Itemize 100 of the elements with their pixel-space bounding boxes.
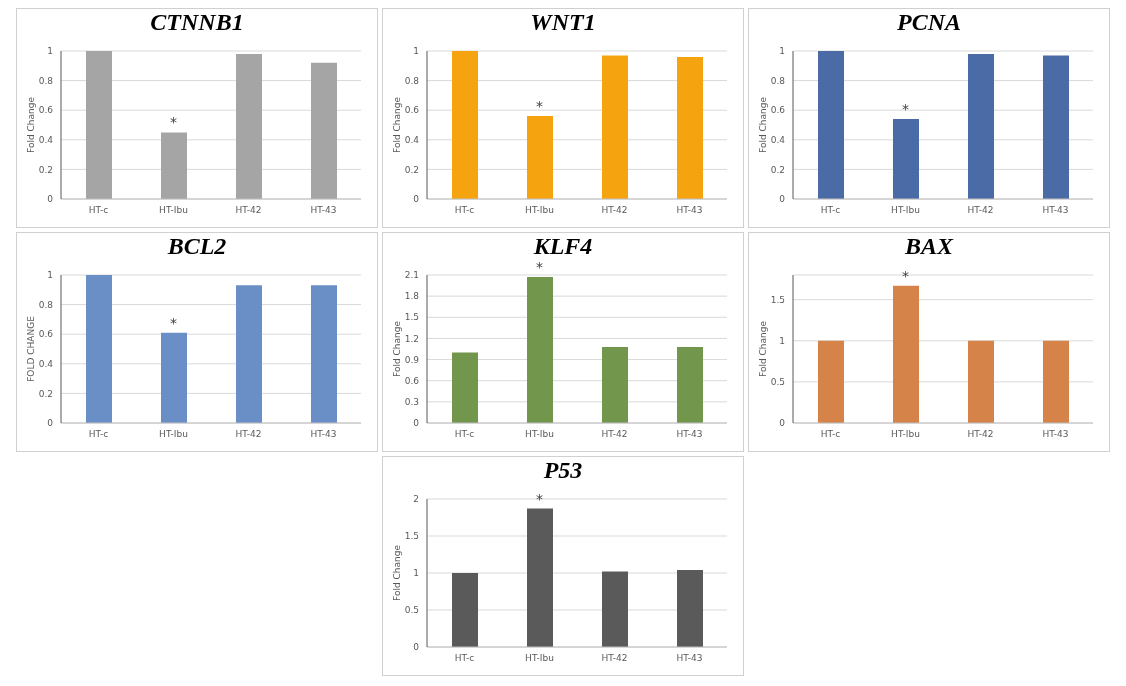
y-tick-label: 0.2	[38, 388, 53, 399]
bar	[86, 275, 112, 423]
y-tick-label: 0.9	[404, 354, 420, 365]
y-tick-label: 0	[413, 642, 420, 653]
y-tick-label: 0.4	[38, 358, 54, 369]
y-tick-label: 0.4	[38, 134, 54, 145]
x-tick-label: HT-43	[676, 429, 703, 440]
bar	[677, 346, 703, 423]
x-tick-label: HT-Ibu	[525, 429, 554, 440]
annotation: *	[170, 114, 177, 131]
y-tick-label: 0.6	[404, 375, 420, 386]
y-tick-label: 1.5	[404, 312, 419, 323]
bar	[452, 352, 478, 423]
y-tick-label: 0.2	[770, 164, 785, 175]
y-tick-label: 0.8	[404, 75, 420, 86]
x-tick-label: HT-Ibu	[525, 205, 554, 216]
y-tick-label: 1	[779, 335, 785, 346]
annotation: *	[902, 267, 909, 284]
y-tick-label: 0	[47, 194, 54, 205]
y-tick-label: 0.4	[404, 134, 420, 145]
y-tick-label: 0.8	[770, 75, 786, 86]
x-tick-label: HT-42	[967, 205, 994, 216]
x-tick-label: HT-42	[601, 429, 628, 440]
x-tick-label: HT-c	[454, 205, 475, 216]
y-axis-title: Fold Change	[758, 96, 769, 153]
annotation: *	[170, 314, 177, 331]
y-tick-label: 1	[47, 46, 53, 57]
x-tick-label: HT-43	[310, 205, 337, 216]
annotation: *	[902, 101, 909, 118]
y-tick-label: 2	[413, 494, 419, 505]
y-tick-label: 0.4	[770, 134, 786, 145]
y-tick-label: 0.5	[770, 377, 785, 388]
bar	[602, 571, 628, 647]
bar	[893, 119, 919, 199]
y-axis-title: Fold Change	[392, 320, 403, 377]
y-tick-label: 1	[779, 46, 785, 57]
y-tick-label: 1.2	[404, 333, 419, 344]
y-axis-title: Fold Change	[26, 96, 37, 153]
y-tick-label: 0.6	[404, 105, 420, 116]
y-tick-label: 0	[413, 418, 420, 429]
y-tick-label: 0.2	[404, 164, 419, 175]
bar	[677, 56, 703, 199]
y-tick-label: 0.6	[38, 105, 54, 116]
x-tick-label: HT-Ibu	[891, 429, 920, 440]
bar	[161, 132, 187, 199]
y-tick-label: 0.3	[404, 397, 419, 408]
y-tick-label: 1	[413, 568, 419, 579]
y-tick-label: 1	[47, 270, 53, 281]
y-tick-label: 1.5	[770, 294, 785, 305]
chart-title: WNT1	[529, 9, 597, 35]
bar	[452, 51, 478, 199]
y-tick-label: 0.6	[770, 105, 786, 116]
x-tick-label: HT-c	[820, 429, 841, 440]
y-tick-label: 0	[413, 194, 420, 205]
bar	[602, 55, 628, 199]
x-tick-label: HT-c	[88, 205, 109, 216]
x-tick-label: HT-42	[601, 205, 628, 216]
y-tick-label: 1	[413, 46, 419, 57]
x-tick-label: HT-c	[88, 429, 109, 440]
y-tick-label: 0.8	[38, 75, 54, 86]
y-tick-label: 0	[779, 194, 786, 205]
y-axis-title: FOLD CHANGE	[26, 315, 37, 382]
chart-title: CTNNB1	[149, 9, 245, 35]
x-tick-label: HT-43	[1042, 429, 1069, 440]
bar	[602, 346, 628, 423]
y-tick-label: 0.5	[404, 605, 419, 616]
bar	[527, 277, 553, 423]
chart-title: BCL2	[166, 233, 228, 259]
annotation: *	[536, 259, 543, 276]
bar	[527, 116, 553, 199]
chart-title: BAX	[904, 233, 955, 259]
x-tick-label: HT-42	[601, 653, 628, 664]
x-tick-label: HT-Ibu	[525, 653, 554, 664]
y-tick-label: 0.8	[38, 299, 54, 310]
x-tick-label: HT-43	[310, 429, 337, 440]
x-tick-label: HT-43	[1042, 205, 1069, 216]
y-tick-label: 0.6	[38, 329, 54, 340]
chart-title: PCNA	[896, 9, 962, 35]
x-tick-label: HT-Ibu	[159, 205, 188, 216]
x-tick-label: HT-Ibu	[159, 429, 188, 440]
y-tick-label: 2.1	[404, 270, 419, 281]
bar	[527, 508, 553, 647]
y-axis-title: Fold Change	[758, 320, 769, 377]
bar	[818, 51, 844, 199]
x-tick-label: HT-43	[676, 205, 703, 216]
y-axis-title: Fold Change	[392, 96, 403, 153]
y-axis-title: Fold Change	[392, 544, 403, 601]
bar	[236, 53, 262, 199]
bar	[86, 51, 112, 199]
bar	[236, 285, 262, 423]
annotation: *	[536, 490, 543, 507]
bar	[161, 332, 187, 423]
bar	[677, 570, 703, 647]
chart-title: KLF4	[532, 233, 594, 259]
x-tick-label: HT-c	[454, 429, 475, 440]
bar	[452, 573, 478, 647]
x-tick-label: HT-42	[235, 205, 262, 216]
x-tick-label: HT-c	[820, 205, 841, 216]
x-tick-label: HT-Ibu	[891, 205, 920, 216]
bar	[311, 62, 337, 199]
